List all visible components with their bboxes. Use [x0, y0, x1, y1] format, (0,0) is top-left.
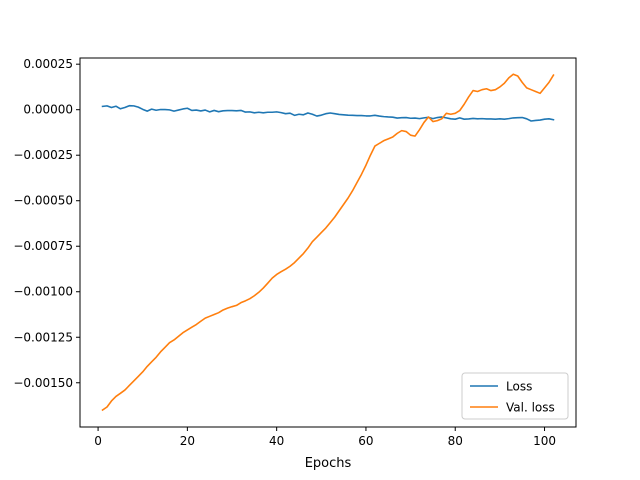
- x-tick-label: 80: [448, 434, 463, 448]
- y-tick-label: −0.00125: [13, 330, 73, 344]
- series-line-val-loss: [101, 73, 555, 412]
- legend: Loss Val. loss: [461, 372, 569, 420]
- x-tick-label: 60: [358, 434, 373, 448]
- legend-label: Val. loss: [506, 401, 555, 415]
- y-tick-label: −0.00100: [13, 285, 73, 299]
- x-tick-label: 40: [269, 434, 284, 448]
- series-layer: [101, 73, 555, 412]
- x-axis-label: Epochs: [305, 456, 352, 471]
- legend-label: Loss: [506, 380, 532, 394]
- y-tick-label: −0.00025: [13, 148, 73, 162]
- plot-frame: [79, 57, 577, 428]
- x-tick-label: 100: [533, 434, 556, 448]
- y-tick-label: −0.00075: [13, 239, 73, 253]
- series-line-loss: [101, 104, 555, 122]
- y-tick-label: 0.00000: [23, 103, 73, 117]
- y-tick-label: −0.00150: [13, 376, 73, 390]
- y-tick-label: 0.00025: [23, 57, 73, 71]
- x-tick-label: 0: [94, 434, 102, 448]
- x-tick-label: 20: [180, 434, 195, 448]
- y-tick-label: −0.00050: [13, 194, 73, 208]
- axes-layer: 0 20 40 60 80 100 0.00025 0.00000 −0.00025 −0.000…: [13, 57, 577, 448]
